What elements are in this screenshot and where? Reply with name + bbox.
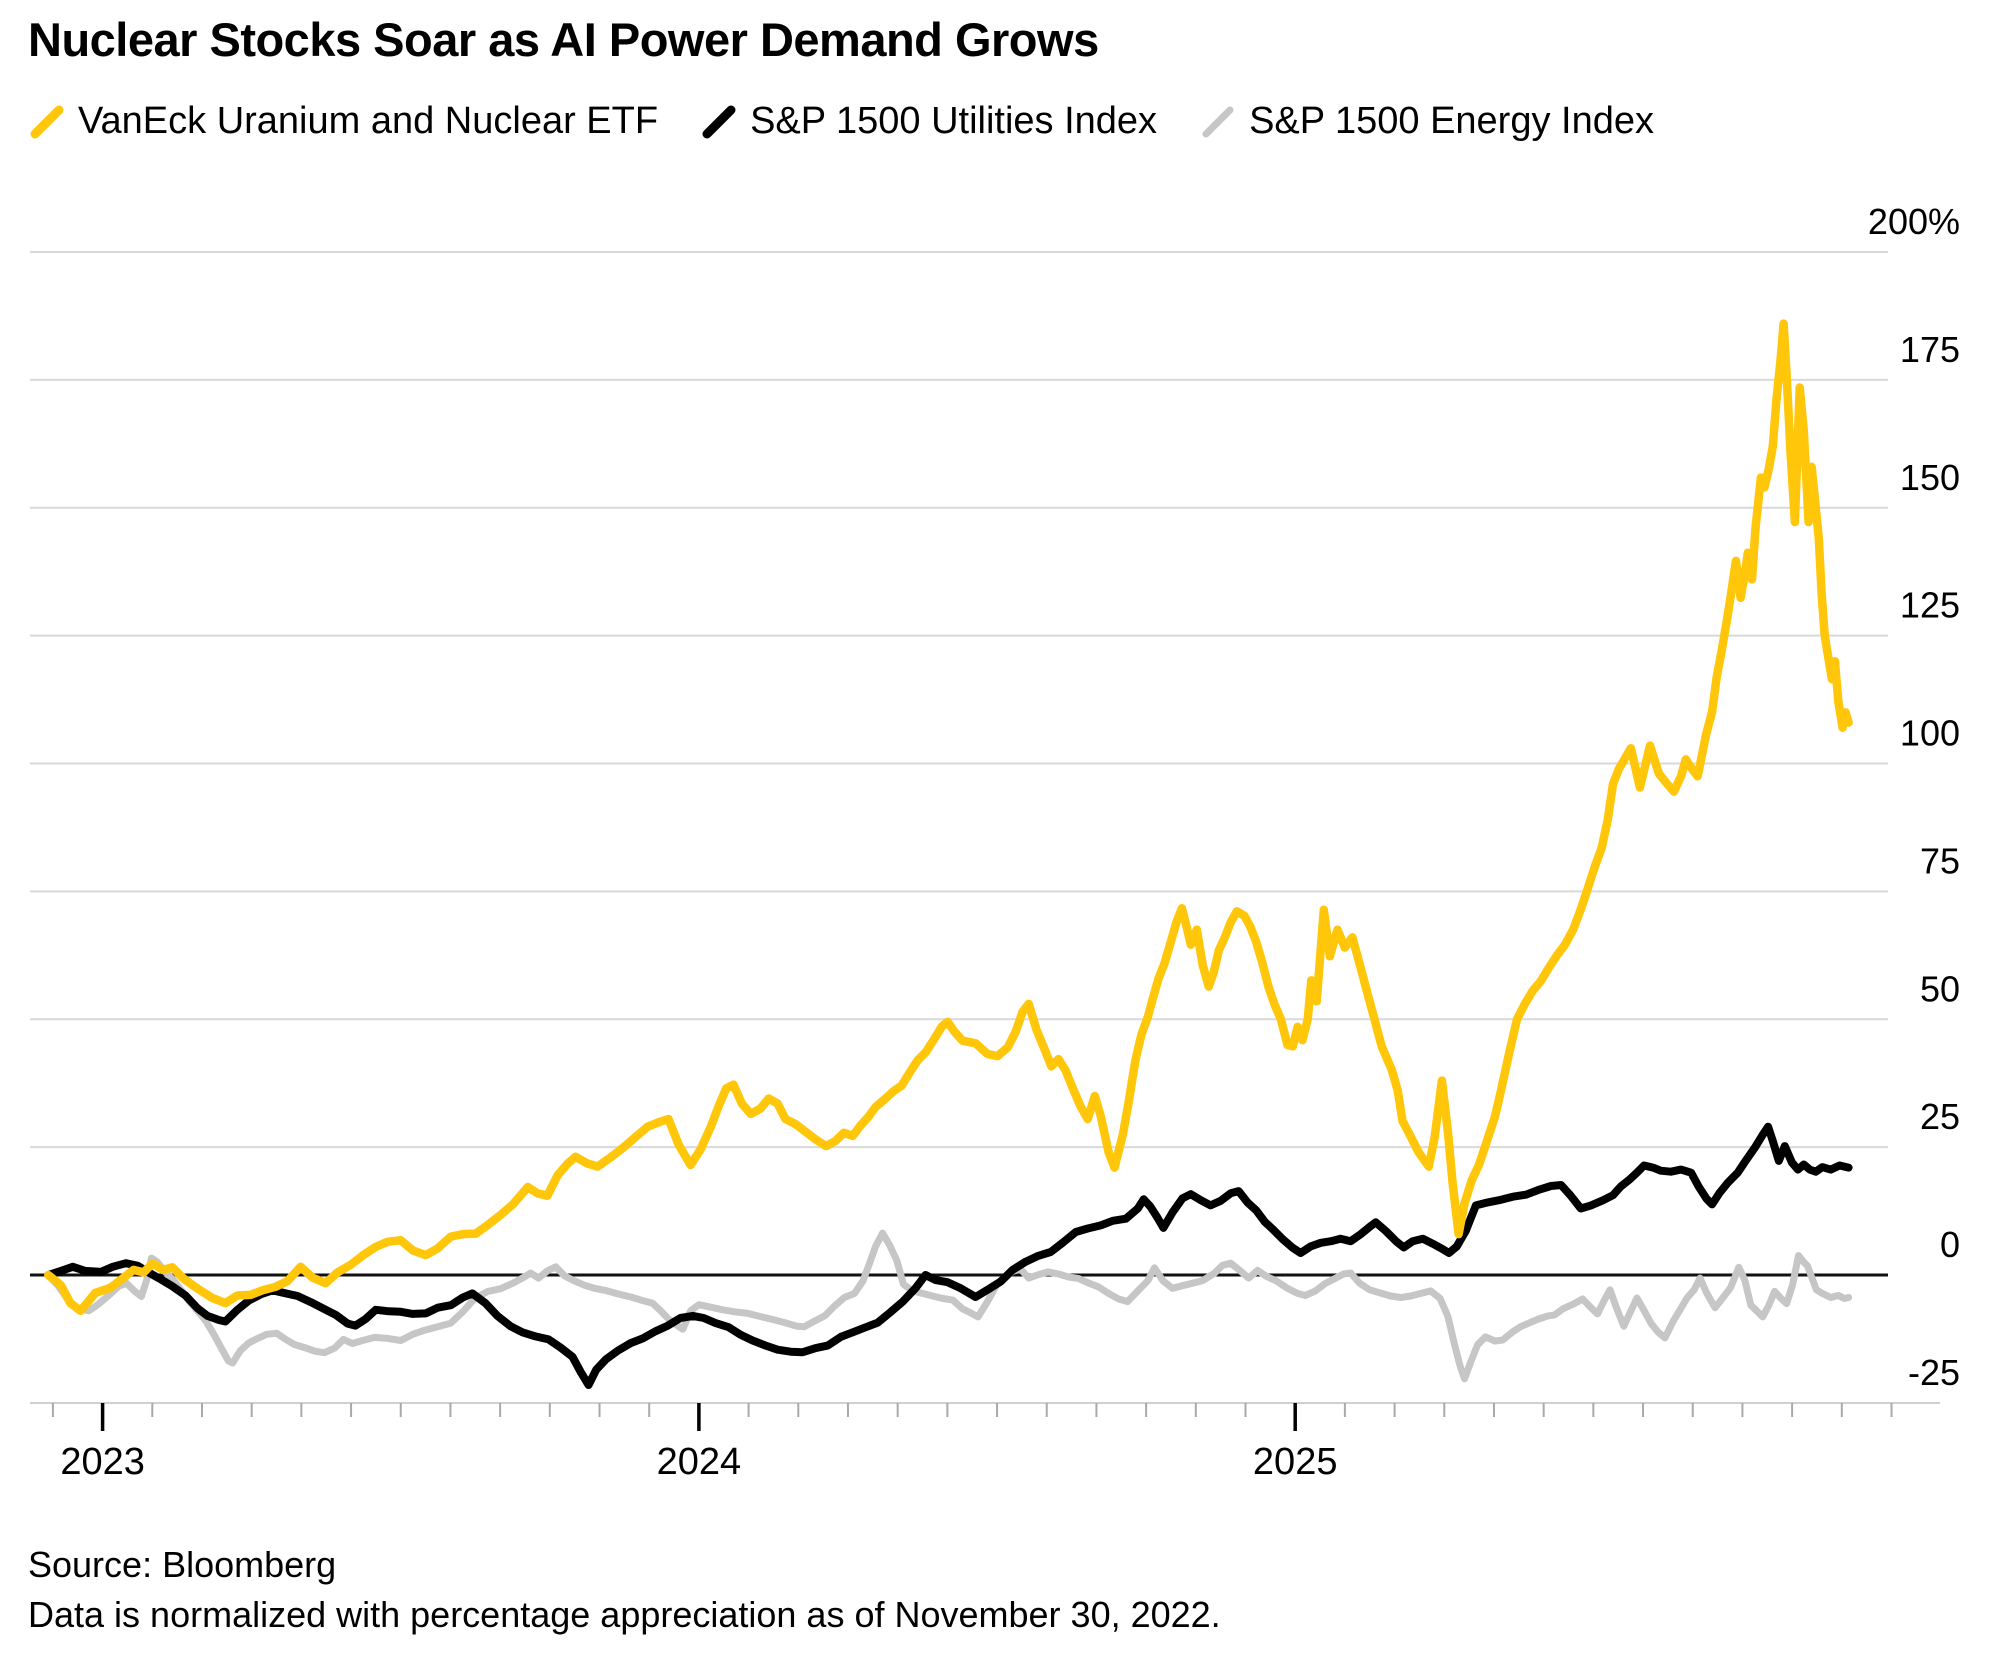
black-line-swatch-icon [702,105,736,139]
y-axis-label-75: 75 [1920,840,1960,881]
y-axis-label-25: 25 [1920,1096,1960,1137]
legend-label-utilities: S&P 1500 Utilities Index [750,100,1158,142]
legend-label-energy: S&P 1500 Energy Index [1249,100,1654,142]
legend-item-energy: S&P 1500 Energy Index [1201,100,1654,143]
x-axis-label-2023: 2023 [60,1441,145,1483]
y-axis-label-50: 50 [1920,968,1960,1009]
source-text: Source: Bloomberg [28,1544,337,1585]
chart-title: Nuclear Stocks Soar as AI Power Demand G… [28,13,1099,66]
chart-legend: VanEck Uranium and Nuclear ETF S&P 1500 … [30,100,1654,143]
x-axis-label-2025: 2025 [1253,1441,1338,1483]
y-axis-label-175: 175 [1900,329,1960,370]
legend-label-vaneck: VanEck Uranium and Nuclear ETF [78,100,659,142]
note-text: Data is normalized with percentage appre… [28,1593,1221,1635]
y-axis-label-200: 200% [1868,201,1960,242]
series-line-vaneck [44,319,1853,1316]
gray-line-swatch-icon [1201,105,1235,139]
y-axis-label-125: 125 [1900,585,1960,626]
yellow-line-swatch-icon [30,105,64,139]
series-line-utilities [44,1122,1853,1389]
x-axis-label-2024: 2024 [657,1441,742,1483]
y-axis-label-0: 0 [1940,1224,1960,1265]
legend-item-vaneck: VanEck Uranium and Nuclear ETF [30,100,658,143]
y-axis-label--25: -25 [1908,1352,1960,1393]
y-axis-label-150: 150 [1900,457,1960,498]
chart-footer: Source: Bloomberg Data is normalized wit… [28,1540,1221,1639]
y-axis-label-100: 100 [1900,713,1960,754]
legend-item-utilities: S&P 1500 Utilities Index [702,100,1157,143]
